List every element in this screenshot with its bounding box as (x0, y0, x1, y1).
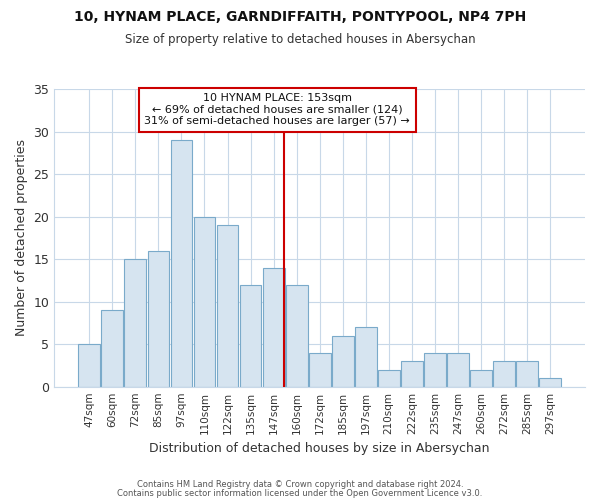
Bar (447, 352, 469, 386)
Y-axis label: Number of detached properties: Number of detached properties (15, 140, 28, 336)
Bar (332, 336, 353, 386)
X-axis label: Distribution of detached houses by size in Abersychan: Distribution of detached houses by size … (149, 442, 490, 455)
Bar (124, 259, 146, 386)
Bar (493, 361, 515, 386)
Bar (79, 344, 100, 387)
Text: Contains public sector information licensed under the Open Government Licence v3: Contains public sector information licen… (118, 490, 482, 498)
Bar (355, 327, 377, 386)
Text: 10 HYNAM PLACE: 153sqm
← 69% of detached houses are smaller (124)
31% of semi-de: 10 HYNAM PLACE: 153sqm ← 69% of detached… (145, 94, 410, 126)
Bar (378, 370, 400, 386)
Bar (239, 284, 262, 386)
Text: Contains HM Land Registry data © Crown copyright and database right 2024.: Contains HM Land Registry data © Crown c… (137, 480, 463, 489)
Bar (309, 352, 331, 386)
Bar (424, 352, 446, 386)
Bar (148, 250, 169, 386)
Bar (286, 284, 308, 386)
Bar (217, 225, 238, 386)
Bar (516, 361, 538, 386)
Bar (401, 361, 423, 386)
Text: Size of property relative to detached houses in Abersychan: Size of property relative to detached ho… (125, 32, 475, 46)
Bar (194, 216, 215, 386)
Bar (539, 378, 561, 386)
Bar (470, 370, 492, 386)
Text: 10, HYNAM PLACE, GARNDIFFAITH, PONTYPOOL, NP4 7PH: 10, HYNAM PLACE, GARNDIFFAITH, PONTYPOOL… (74, 10, 526, 24)
Bar (170, 140, 193, 386)
Bar (263, 268, 284, 386)
Bar (101, 310, 124, 386)
